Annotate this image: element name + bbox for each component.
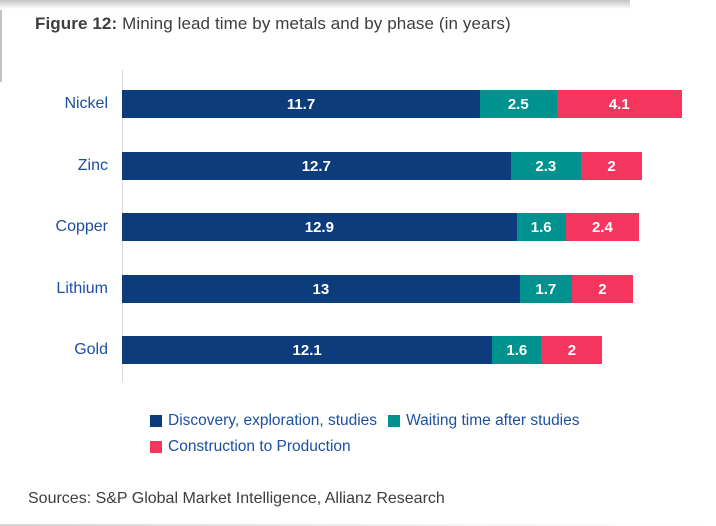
- segment-zinc: 12.7: [122, 152, 511, 180]
- bar-row-nickel: Nickel 11.7 2.5 4.1: [0, 90, 716, 118]
- segment-zinc: 2: [580, 152, 643, 180]
- bar-row-zinc: Zinc 12.7 2.3 2: [0, 152, 716, 180]
- figure-number-label: Figure 12:: [35, 14, 118, 33]
- bar-segments-copper: 12.9 1.6 2.4: [122, 213, 640, 241]
- legend-label-discovery: Discovery, exploration, studies: [168, 412, 378, 429]
- figure-title: Figure 12: Mining lead time by metals an…: [35, 14, 511, 34]
- legend-label-construction: Construction to Production: [168, 438, 351, 455]
- segment-nickel: 2.5: [480, 90, 557, 118]
- category-label-copper: Copper: [55, 218, 108, 235]
- segment-gold: 2: [541, 336, 603, 364]
- segment-lithium: 13: [122, 275, 520, 303]
- bar-segments-nickel: 11.7 2.5 4.1: [122, 90, 682, 118]
- figure-title-text: Mining lead time by metals and by phase …: [117, 14, 511, 33]
- legend-item-discovery: Discovery, exploration, studies: [150, 412, 377, 430]
- bar-row-gold: Gold 12.1 1.6 2: [0, 336, 716, 364]
- category-label-lithium: Lithium: [56, 280, 108, 297]
- legend-label-waiting: Waiting time after studies: [406, 412, 580, 429]
- bar-segments-lithium: 13 1.7 2: [122, 275, 633, 303]
- bar-segments-gold: 12.1 1.6 2: [122, 336, 603, 364]
- legend-row-1: Discovery, exploration, studies Waiting …: [150, 412, 580, 430]
- segment-copper: 2.4: [565, 213, 640, 241]
- chart-legend: Discovery, exploration, studies Waiting …: [150, 412, 580, 456]
- bar-segments-zinc: 12.7 2.3 2: [122, 152, 643, 180]
- segment-zinc: 2.3: [510, 152, 581, 180]
- bar-row-lithium: Lithium 13 1.7 2: [0, 275, 716, 303]
- category-label-zinc: Zinc: [77, 157, 108, 174]
- category-label-nickel: Nickel: [64, 95, 108, 112]
- segment-gold: 1.6: [492, 336, 542, 364]
- legend-item-waiting: Waiting time after studies: [388, 412, 580, 430]
- bar-row-copper: Copper 12.9 1.6 2.4: [0, 213, 716, 241]
- segment-copper: 12.9: [122, 213, 517, 241]
- sources-text: Sources: S&P Global Market Intelligence,…: [28, 490, 445, 507]
- legend-swatch-construction-icon: [150, 441, 162, 453]
- category-label-gold: Gold: [74, 341, 108, 358]
- legend-row-2: Construction to Production: [150, 438, 580, 456]
- segment-nickel: 4.1: [556, 90, 682, 118]
- legend-swatch-waiting-icon: [388, 415, 401, 427]
- legend-swatch-discovery-icon: [150, 415, 162, 427]
- stacked-bar-chart: Nickel 11.7 2.5 4.1 Zinc 12.7 2.3 2 Copper 12.9 1.…: [0, 70, 716, 456]
- segment-gold: 12.1: [122, 336, 493, 364]
- segment-lithium: 2: [571, 275, 633, 303]
- segment-nickel: 11.7: [122, 90, 480, 118]
- segment-copper: 1.6: [516, 213, 566, 241]
- legend-item-construction: Construction to Production: [150, 438, 351, 456]
- segment-lithium: 1.7: [519, 275, 572, 303]
